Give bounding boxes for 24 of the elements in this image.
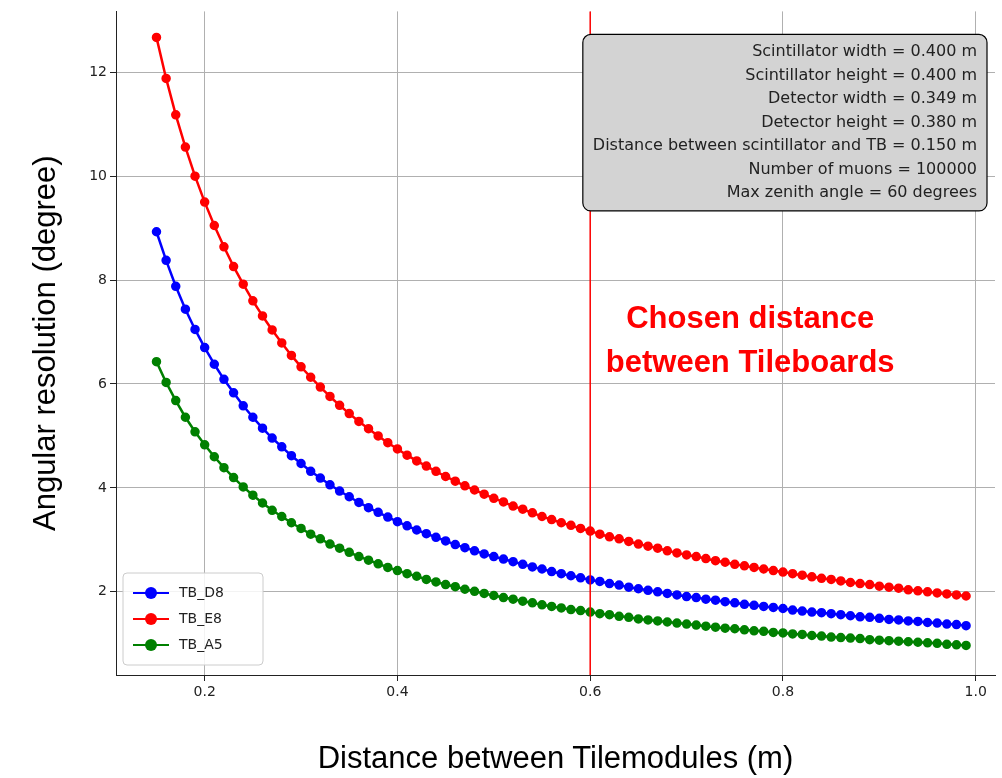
x-tick-label: 0.2	[193, 683, 216, 700]
annotation: Distance between scintillator and TB = 0.150 m	[592, 135, 977, 155]
y-tick-label: 4	[98, 478, 108, 495]
legend-label: TB_E8	[178, 609, 222, 626]
x-tick-label: 0.6	[579, 683, 602, 700]
annotation: Max zenith angle = 60 degrees	[726, 182, 977, 202]
annotation: Detector width = 0.349 m	[768, 88, 977, 108]
y-tick-label: 6	[98, 374, 108, 391]
y-tick-label: 12	[89, 62, 107, 79]
y-tick-label: 8	[98, 270, 107, 287]
annotation: Scintillator width = 0.400 m	[752, 41, 977, 61]
annotation: Detector height = 0.380 m	[761, 111, 977, 131]
x-axis-title: Distance between Tilemodules (m)	[317, 739, 794, 775]
y-tick-label: 2	[98, 582, 107, 599]
annotation: Scintillator height = 0.400 m	[745, 64, 977, 84]
x-tick-label: 1.0	[964, 683, 987, 700]
x-tick-label: 0.8	[771, 683, 795, 700]
ref-line-label: Chosen distance between Tileboards	[605, 299, 895, 379]
x-tick-label: 0.4	[386, 683, 409, 700]
annotation: Number of muons = 100000	[748, 158, 977, 178]
legend-label: TB_D8	[178, 583, 224, 600]
legend-label: TB_A5	[178, 635, 223, 652]
y-axis-title: Angular resolution (degree)	[27, 155, 63, 532]
y-tick-label: 10	[89, 166, 107, 183]
